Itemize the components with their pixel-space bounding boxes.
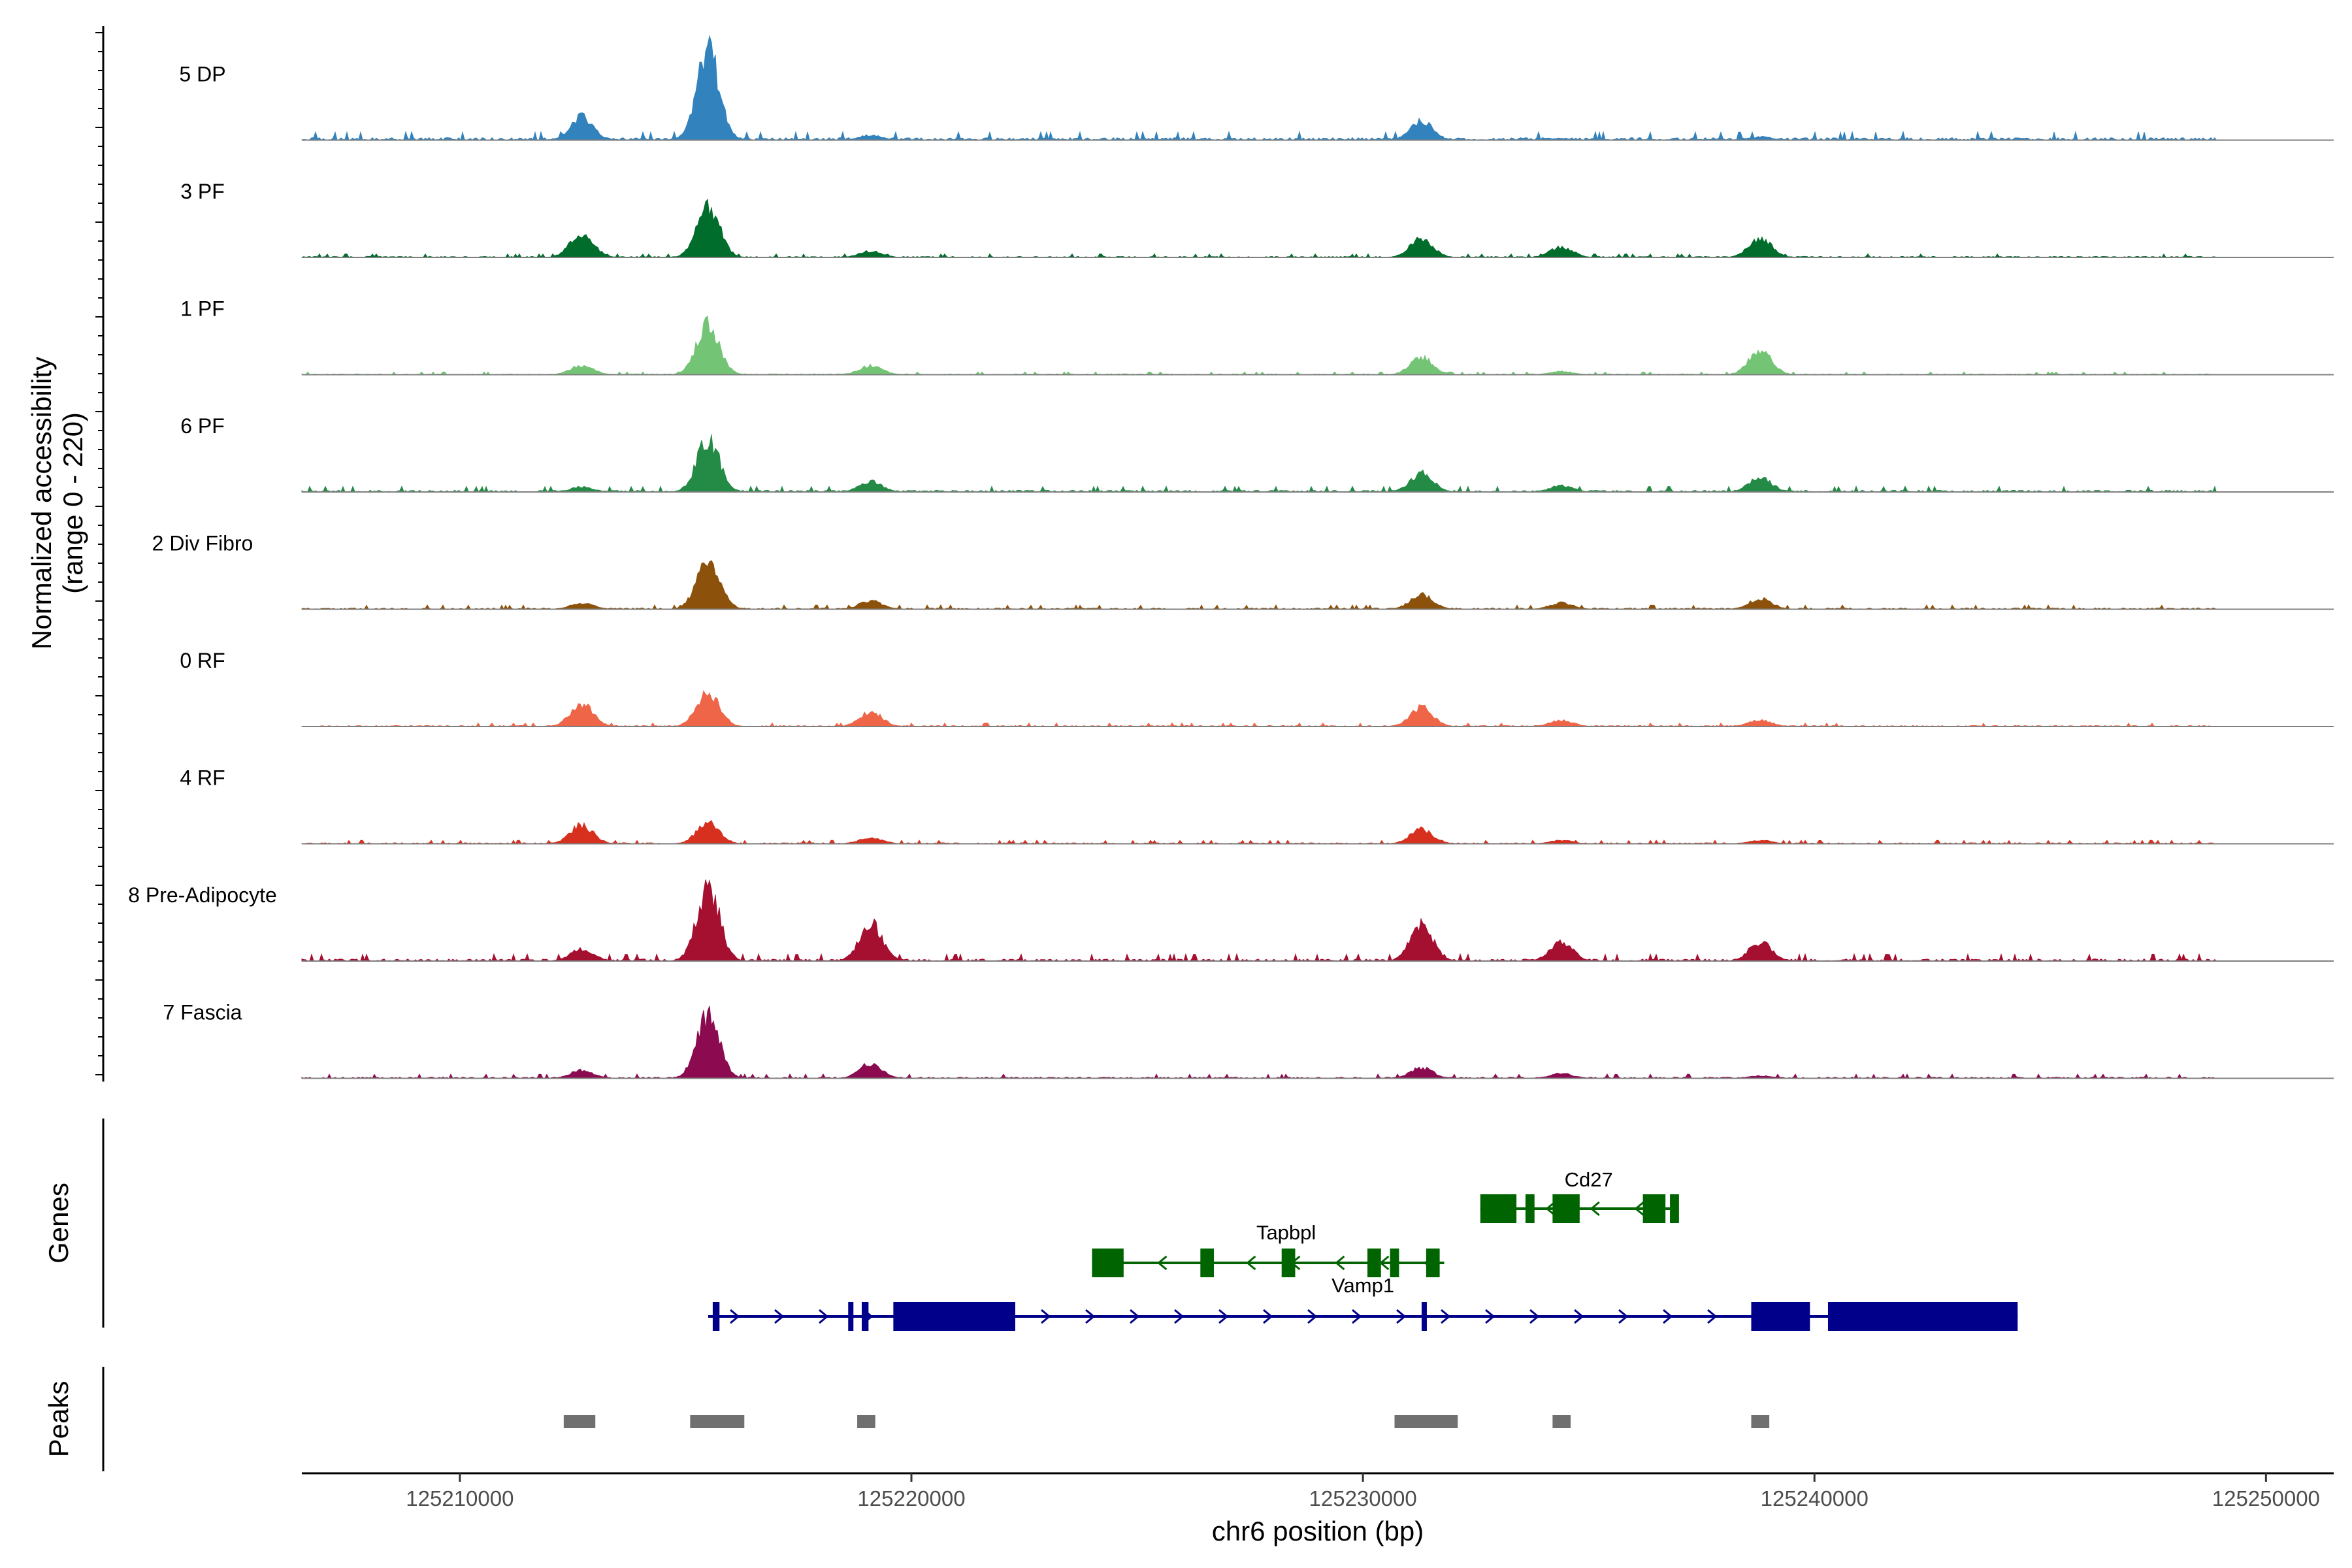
- track-label: 1 PF: [180, 297, 225, 321]
- strand-arrow: [774, 1309, 785, 1324]
- strand-arrow: [1574, 1309, 1584, 1324]
- track-label: 6 PF: [180, 414, 225, 438]
- gene-exon: [893, 1302, 1015, 1331]
- gene-exon: [1751, 1302, 1810, 1331]
- strand-arrow: [1545, 1201, 1556, 1217]
- peak-region: [1394, 1415, 1458, 1428]
- strand-arrow: [730, 1309, 740, 1324]
- gene-exon: [1552, 1194, 1580, 1223]
- gene-exon: [1426, 1249, 1440, 1277]
- track-label: 4 RF: [180, 766, 225, 790]
- strand-arrow: [1634, 1201, 1644, 1217]
- peak-region: [690, 1415, 745, 1428]
- gene-label: Vamp1: [1331, 1274, 1394, 1297]
- y-axis-range: (range 0 - 220): [57, 412, 88, 594]
- x-tick-label: 125240000: [1761, 1486, 1869, 1511]
- track-3-pf: 3 PF: [180, 180, 2334, 258]
- gene-exon: [1480, 1194, 1517, 1223]
- track-1-pf: 1 PF: [180, 297, 2334, 376]
- strand-arrow: [1485, 1309, 1495, 1324]
- peak-region: [857, 1415, 875, 1428]
- gene-exon: [1827, 1302, 2018, 1331]
- track-label: 8 Pre-Adipocyte: [128, 883, 277, 907]
- gene-exon: [861, 1302, 869, 1331]
- strand-arrow: [1085, 1309, 1096, 1324]
- peak-region: [1552, 1415, 1571, 1428]
- gene-exon: [1642, 1194, 1666, 1223]
- peak-region: [563, 1415, 596, 1428]
- x-axis-title: chr6 position (bp): [1212, 1516, 1424, 1546]
- gene-vamp1: Vamp1: [708, 1274, 2018, 1331]
- gene-exon: [1525, 1194, 1535, 1223]
- strand-arrow: [1590, 1201, 1600, 1217]
- gene-tapbpl: Tapbpl: [1092, 1221, 1445, 1277]
- peak-regions: [563, 1415, 1770, 1428]
- strand-arrow: [1174, 1309, 1184, 1324]
- strand-arrow: [1441, 1309, 1451, 1324]
- gene-exon: [1367, 1249, 1381, 1277]
- strand-arrow: [1263, 1309, 1273, 1324]
- gene-exon: [1200, 1249, 1215, 1277]
- strand-arrow: [1335, 1255, 1345, 1271]
- track-2-div-fibro: 2 Div Fibro: [152, 532, 2334, 610]
- track-4-rf: 4 RF: [180, 766, 2334, 845]
- gene-models: Cd27 Tapbpl Vamp1: [708, 1168, 2018, 1331]
- x-tick-label: 125210000: [406, 1486, 514, 1511]
- peak-region: [1751, 1415, 1770, 1428]
- track-label: 3 PF: [180, 180, 225, 203]
- gene-exon: [848, 1302, 854, 1331]
- gene-label: Tapbpl: [1256, 1221, 1316, 1244]
- x-tick-label: 125250000: [2212, 1486, 2320, 1511]
- strand-arrow: [1663, 1309, 1673, 1324]
- track-5-dp: 5 DP: [179, 35, 2334, 141]
- y-axis-title: Normalized accessibility: [26, 357, 57, 649]
- x-tick-label: 125220000: [857, 1486, 965, 1511]
- gene-label: Cd27: [1565, 1168, 1613, 1191]
- peaks-track-label: Peaks: [43, 1381, 74, 1458]
- gene-cd27: Cd27: [1480, 1168, 1679, 1223]
- genes-track-label: Genes: [43, 1183, 74, 1264]
- strand-arrow: [1707, 1309, 1718, 1324]
- strand-arrow: [1396, 1309, 1407, 1324]
- track-label: 5 DP: [179, 63, 225, 86]
- strand-arrow: [1157, 1255, 1168, 1271]
- track-label: 2 Div Fibro: [152, 532, 253, 555]
- strand-arrow: [1529, 1309, 1540, 1324]
- track-8-pre-adipocyte: 8 Pre-Adipocyte: [128, 879, 2334, 962]
- strand-arrow: [1218, 1309, 1229, 1324]
- strand-arrow: [1246, 1255, 1256, 1271]
- strand-arrow: [1307, 1309, 1318, 1324]
- track-label: 0 RF: [180, 649, 225, 672]
- strand-arrow: [1618, 1309, 1629, 1324]
- track-7-fascia: 7 Fascia: [163, 1001, 2334, 1079]
- gene-exon: [1390, 1249, 1399, 1277]
- strand-arrow: [1130, 1309, 1140, 1324]
- coverage-y-axis: [95, 26, 105, 1082]
- gene-exon: [712, 1302, 720, 1331]
- x-tick-label: 125230000: [1309, 1486, 1417, 1511]
- strand-arrow: [819, 1309, 829, 1324]
- gene-exon: [1281, 1249, 1296, 1277]
- track-label: 7 Fascia: [163, 1001, 242, 1024]
- gene-exon: [1092, 1249, 1124, 1277]
- track-0-rf: 0 RF: [180, 649, 2334, 727]
- strand-arrow: [1041, 1309, 1051, 1324]
- gene-exon: [1670, 1194, 1679, 1223]
- strand-arrow: [1352, 1309, 1362, 1324]
- gene-exon: [1421, 1302, 1427, 1331]
- x-axis-ticks: 125210000 125220000 125230000 125240000 1252…: [406, 1473, 2320, 1511]
- coverage-tracks: 5 DP 3 PF 1 PF 6 PF 2 Div Fibro 0 RF 4 RF 8 Pre…: [128, 35, 2334, 1079]
- track-6-pf: 6 PF: [180, 414, 2334, 493]
